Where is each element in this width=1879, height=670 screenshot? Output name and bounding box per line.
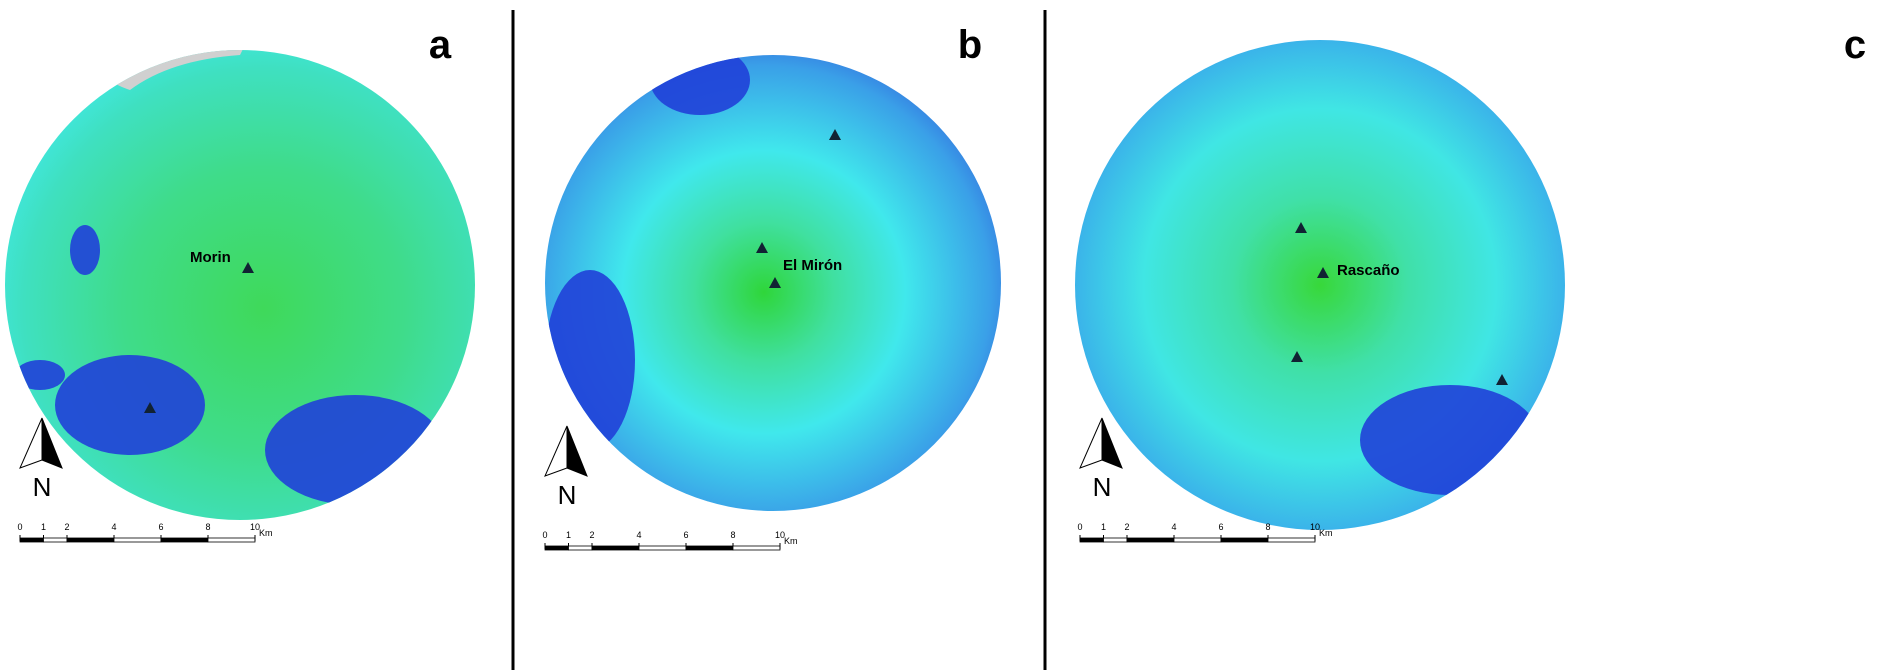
lowland [650,45,750,115]
scale-tick-label: 0 [1077,522,1082,532]
scale-tick-label: 8 [730,530,735,540]
scale-segment [545,546,569,550]
scale-tick-label: 8 [205,522,210,532]
scale-tick-label: 2 [589,530,594,540]
north-label: N [1093,472,1112,502]
scale-segment [1104,538,1128,542]
lowland [55,355,205,455]
scale-segment [592,546,639,550]
north-arrow [567,426,587,476]
scale-segment [686,546,733,550]
scale-tick-label: 1 [41,522,46,532]
scale-tick-label: 2 [1124,522,1129,532]
lowland [1360,385,1540,495]
panel-letter: c [1844,23,1866,67]
north-arrow [1080,418,1102,468]
scale-segment [161,538,208,542]
lowland [265,395,445,505]
scale-tick-label: 4 [1171,522,1176,532]
scale-tick-label: 6 [158,522,163,532]
scale-segment [20,538,44,542]
scale-tick-label: 0 [17,522,22,532]
terrain-detail [1360,385,1540,495]
scale-segment [1080,538,1104,542]
scale-tick-label: 1 [566,530,571,540]
scale-unit: Km [259,528,273,538]
scale-segment [1221,538,1268,542]
north-arrow [1102,418,1122,468]
scale-segment [67,538,114,542]
site-label: Morin [190,249,231,266]
north-label: N [558,480,577,510]
lowland [545,270,635,450]
scale-segment [1268,538,1315,542]
scale-segment [1174,538,1221,542]
site-label: Rascaño [1337,262,1400,279]
scale-tick-label: 6 [1218,522,1223,532]
lowland [15,360,65,390]
scale-segment [569,546,593,550]
scale-unit: Km [1319,528,1333,538]
scale-tick-label: 0 [542,530,547,540]
scale-tick-label: 4 [111,522,116,532]
panel-letter: b [958,23,982,67]
lowland [70,225,100,275]
north-arrow [20,418,42,468]
scale-tick-label: 2 [64,522,69,532]
north-arrow [545,426,567,476]
scale-segment [44,538,68,542]
scale-tick-label: 1 [1101,522,1106,532]
scale-unit: Km [784,536,798,546]
site-label: El Mirón [783,257,842,274]
scale-segment [1127,538,1174,542]
scale-tick-label: 6 [683,530,688,540]
lake [143,42,173,62]
figure: aMorinN01246810KmbEl MirónN01246810KmcRa… [0,0,1879,670]
scale-segment [114,538,161,542]
panel-letter: a [429,23,452,67]
scale-tick-label: 8 [1265,522,1270,532]
scale-segment [733,546,780,550]
scale-segment [639,546,686,550]
scale-tick-label: 4 [636,530,641,540]
scale-segment [208,538,255,542]
north-label: N [33,472,52,502]
